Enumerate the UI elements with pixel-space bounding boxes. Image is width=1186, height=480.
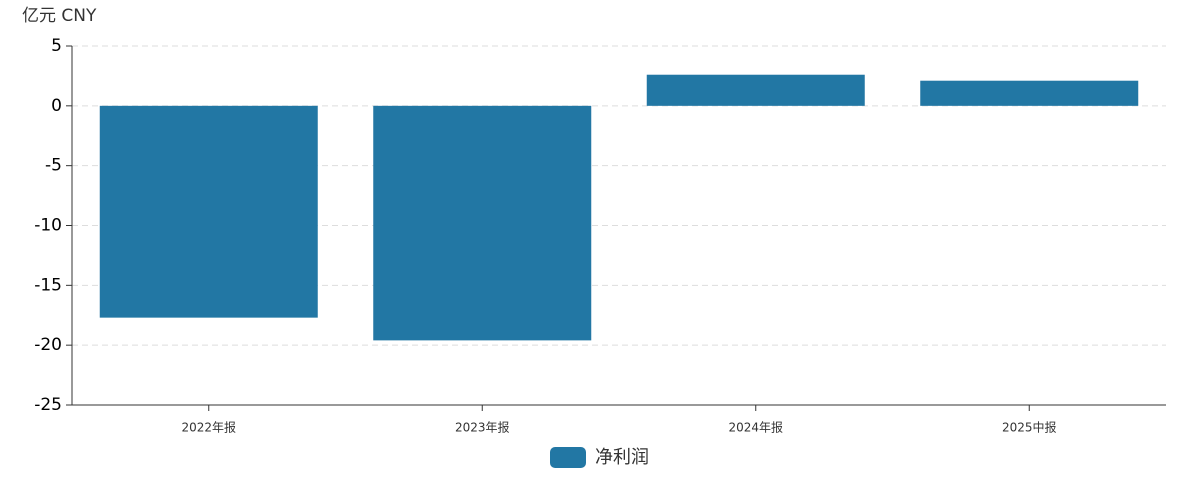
x-tick-label: 2024年报 — [728, 420, 783, 435]
legend-label: 净利润 — [595, 447, 649, 468]
x-tick-label: 2022年报 — [181, 420, 236, 435]
x-tick-label: 2023年报 — [455, 420, 510, 435]
y-tick-label: -20 — [34, 335, 62, 355]
bar — [920, 80, 1139, 106]
bar — [99, 105, 318, 318]
y-tick-label: -25 — [34, 395, 62, 415]
y-tick-label: 0 — [51, 96, 62, 116]
legend-swatch — [550, 447, 586, 468]
bar — [373, 105, 592, 341]
unit-label: 亿元 CNY — [22, 6, 97, 26]
y-tick-label: -10 — [34, 216, 62, 236]
bar — [646, 74, 865, 106]
x-tick-label: 2025中报 — [1002, 420, 1057, 435]
y-tick-label: -5 — [45, 156, 62, 176]
y-tick-label: -15 — [34, 275, 62, 295]
y-tick-label: 5 — [51, 36, 62, 56]
